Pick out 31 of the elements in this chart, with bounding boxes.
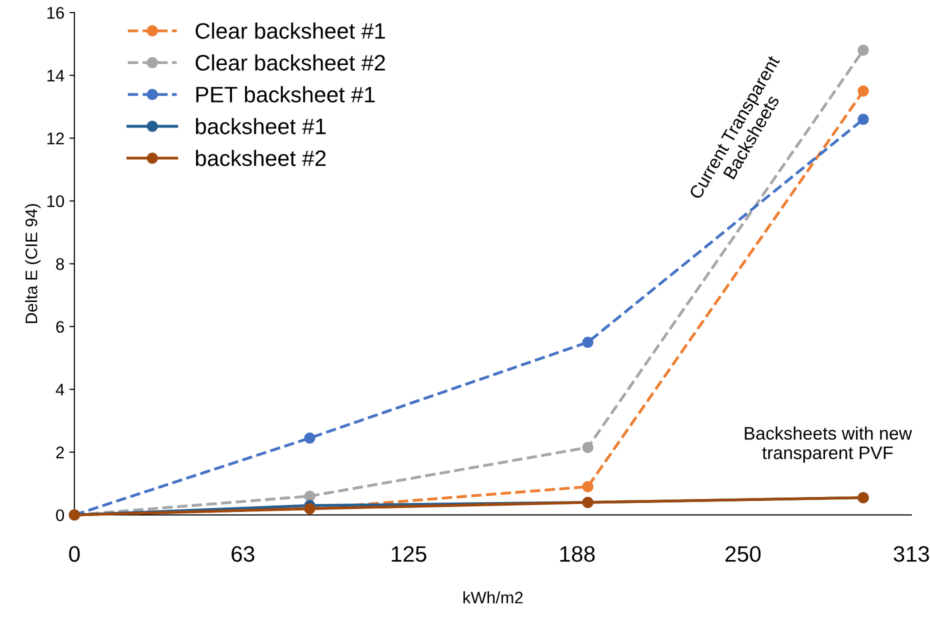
annotation: Backsheets with new transparent PVF [744, 426, 912, 463]
x-tick-label: 250 [726, 546, 761, 562]
y-axis-title: Delta E (CIE 94) [25, 204, 41, 324]
x-tick-label: 125 [392, 546, 426, 562]
x-tick-label: 313 [894, 546, 929, 562]
y-tick-label: 12 [47, 132, 64, 144]
y-tick-label: 6 [56, 320, 64, 333]
point [582, 481, 594, 492]
legend-label: backsheet #1 [196, 118, 326, 134]
y-tick-label: 14 [47, 70, 64, 82]
y-tick-label: 8 [56, 258, 64, 270]
point [858, 44, 869, 56]
legend-label: PET backsheet #1 [196, 86, 375, 102]
point [858, 86, 869, 97]
y-tick-label: 10 [47, 195, 64, 208]
x-tick-label: 0 [69, 546, 80, 562]
y-tick-label: 0 [56, 509, 64, 522]
x-tick-label: 188 [560, 546, 595, 562]
y-tick-label: 16 [47, 6, 64, 19]
legend-label: Clear backsheet #2 [196, 54, 385, 71]
point [304, 490, 316, 502]
legend-label: backsheet #2 [196, 150, 326, 166]
y-tick-label: 4 [56, 384, 64, 396]
x-axis-title: kWh/m2 [463, 591, 523, 604]
point [582, 442, 594, 454]
point [858, 114, 869, 125]
point [582, 336, 594, 348]
legend-label: Clear backsheet #1 [196, 22, 385, 39]
y-tick-label: 2 [56, 446, 64, 458]
x-tick-label: 63 [232, 546, 254, 562]
point [304, 432, 316, 444]
